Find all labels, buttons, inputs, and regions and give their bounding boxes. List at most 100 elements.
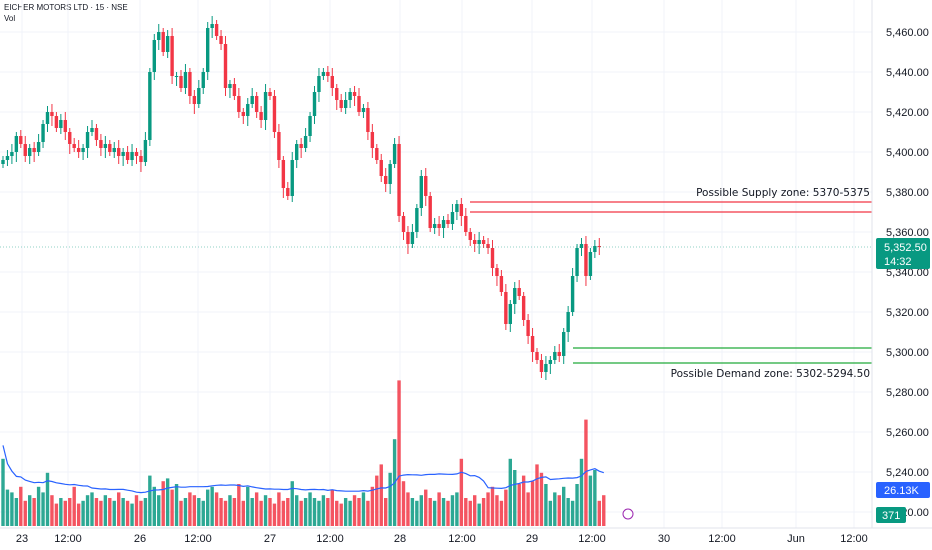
candle bbox=[321, 68, 326, 80]
event-marker-icon[interactable] bbox=[622, 508, 634, 520]
candle bbox=[1, 156, 5, 168]
candle-body bbox=[579, 244, 584, 248]
volume-bar bbox=[201, 500, 205, 526]
last-price-badge-bg bbox=[876, 238, 930, 269]
candle bbox=[477, 232, 481, 254]
time-axis[interactable]: 23 12:00 26 12:00 27 12:00 28 12:00 29 12:00 30 12:… bbox=[0, 527, 932, 545]
candle bbox=[441, 216, 446, 238]
candle-body bbox=[303, 136, 308, 148]
supply-zone[interactable]: Possible Supply zone: 5370-5375 bbox=[470, 187, 872, 213]
price-tick-label: 5,360.00 bbox=[886, 227, 929, 239]
candle-body bbox=[59, 120, 63, 128]
candle bbox=[90, 120, 94, 136]
volume-bar bbox=[588, 475, 593, 526]
candle-body bbox=[517, 288, 521, 296]
volume-bar bbox=[473, 495, 477, 526]
volume-bar bbox=[326, 498, 330, 526]
candle bbox=[553, 346, 557, 364]
candle bbox=[593, 240, 597, 258]
volume-bar bbox=[321, 495, 326, 526]
candle-body bbox=[379, 160, 383, 176]
candle bbox=[370, 124, 375, 158]
candle bbox=[459, 198, 464, 226]
candle-body bbox=[232, 84, 237, 96]
price-tick-label: 5,260.00 bbox=[886, 427, 929, 439]
candle-body bbox=[134, 152, 139, 156]
candle bbox=[521, 292, 526, 326]
volume-bar bbox=[339, 503, 343, 526]
price-tick-label: 5,340.00 bbox=[886, 267, 929, 279]
candle-body bbox=[410, 232, 415, 244]
volume-bar bbox=[499, 500, 504, 526]
candle-body bbox=[366, 108, 370, 132]
volume-ma-value: 26.13K bbox=[884, 485, 920, 497]
candle-body bbox=[343, 100, 348, 108]
volume-bar bbox=[143, 498, 148, 526]
candle bbox=[81, 144, 85, 160]
volume-bar bbox=[197, 498, 201, 526]
candle-body bbox=[197, 88, 201, 104]
candle bbox=[513, 282, 517, 314]
demand-zone[interactable]: Possible Demand zone: 5302-5294.50 bbox=[573, 347, 872, 380]
volume-bar bbox=[330, 489, 334, 526]
candle-body bbox=[28, 148, 32, 156]
candle bbox=[219, 30, 223, 50]
volume-bar bbox=[464, 498, 468, 526]
candle bbox=[165, 30, 170, 58]
candle-body bbox=[192, 96, 197, 104]
candle-body bbox=[36, 142, 41, 152]
candle bbox=[174, 72, 179, 86]
candle-body bbox=[548, 360, 553, 364]
volume-bar bbox=[272, 503, 277, 526]
volume-last-value: 371 bbox=[882, 510, 900, 522]
candle bbox=[495, 264, 499, 286]
volume-bar bbox=[504, 489, 508, 526]
candle-body bbox=[272, 96, 277, 132]
volume-bar bbox=[68, 498, 72, 526]
price-tick-label: 5,380.00 bbox=[886, 187, 929, 199]
candle-body bbox=[152, 40, 156, 72]
candle-body bbox=[570, 276, 575, 312]
candle-body bbox=[219, 36, 223, 44]
volume-bar bbox=[214, 492, 219, 526]
candle-body bbox=[290, 160, 294, 196]
candle bbox=[392, 138, 397, 168]
candle bbox=[152, 34, 156, 80]
volume-bar bbox=[148, 475, 152, 526]
candle bbox=[237, 88, 241, 118]
candle bbox=[597, 238, 601, 255]
candle bbox=[410, 224, 415, 248]
candle bbox=[179, 70, 183, 92]
volume-bar bbox=[206, 489, 210, 526]
volume-bar bbox=[593, 470, 597, 526]
candle bbox=[428, 192, 432, 232]
chart-title[interactable]: EICHER MOTORS LTD · 15 · NSE bbox=[4, 3, 128, 12]
last-price-badge: 5,352.50 14:32 bbox=[876, 238, 930, 269]
candle bbox=[206, 22, 210, 80]
time-tick-label: 23 bbox=[16, 533, 28, 545]
price-axis[interactable]: 5,460.00 5,440.00 5,420.00 5,400.00 5,380.00… bbox=[871, 0, 929, 528]
candle-body bbox=[50, 112, 54, 116]
candle bbox=[36, 134, 41, 156]
price-tick-label: 5,240.00 bbox=[886, 467, 929, 479]
candle-body bbox=[553, 352, 557, 360]
candle-body bbox=[588, 252, 593, 276]
time-tick-label: Jun bbox=[787, 533, 805, 545]
candle-body bbox=[206, 28, 210, 72]
candle-body bbox=[419, 176, 423, 208]
candle bbox=[210, 16, 214, 38]
candle-body bbox=[188, 72, 192, 96]
candle-body bbox=[277, 132, 281, 160]
volume-indicator-label[interactable]: Vol bbox=[4, 14, 16, 23]
volume-bar bbox=[32, 498, 36, 526]
candle bbox=[588, 248, 593, 280]
volume-bar bbox=[290, 481, 294, 526]
volume-bar bbox=[530, 481, 535, 526]
candle-body bbox=[397, 144, 401, 216]
candle bbox=[326, 66, 330, 82]
candle bbox=[192, 90, 197, 114]
candle-body bbox=[508, 304, 512, 324]
candle-body bbox=[68, 132, 72, 144]
candle-body bbox=[597, 246, 601, 247]
